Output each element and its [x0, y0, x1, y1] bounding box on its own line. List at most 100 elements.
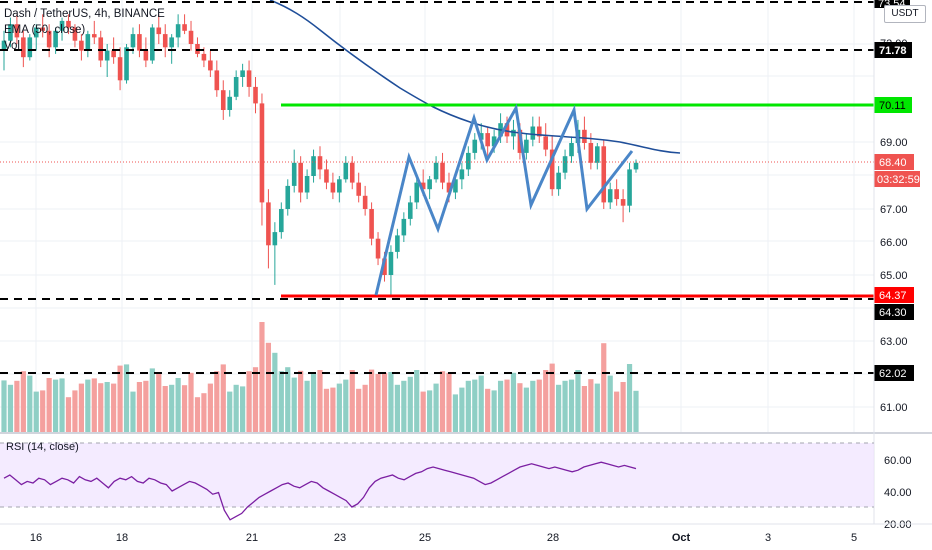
- volume-bar: [562, 380, 568, 432]
- svg-text:60.00: 60.00: [884, 455, 912, 467]
- volume-bar: [530, 380, 536, 432]
- legend-vol[interactable]: Vol: [4, 40, 20, 52]
- candle-body: [433, 162, 439, 180]
- volume-bar: [20, 371, 26, 432]
- candle-body: [240, 70, 245, 77]
- candle-body: [420, 182, 426, 190]
- volume-bar: [59, 378, 65, 432]
- candle-body: [150, 27, 155, 61]
- volume-bar: [310, 374, 317, 432]
- volume-bar: [504, 379, 510, 432]
- price-tags: 73.54 71.78 70.11 68.40 03:32:59 64.37 6…: [874, 0, 920, 381]
- candle-body: [369, 209, 374, 239]
- volume-bar: [601, 343, 607, 432]
- volume-bar: [246, 371, 252, 432]
- volume-bar: [265, 342, 272, 432]
- candle-body: [214, 70, 220, 91]
- volume-bar: [446, 372, 452, 432]
- candle-body: [169, 37, 174, 48]
- volume-bar: [427, 390, 433, 432]
- candle-body: [156, 27, 162, 35]
- volume-bar: [136, 382, 143, 432]
- svg-text:16: 16: [30, 532, 42, 544]
- candle-body: [375, 238, 381, 259]
- rsi-legend[interactable]: RSI (14, close): [6, 441, 79, 453]
- volume-bar: [620, 382, 626, 432]
- svg-text:Oct: Oct: [672, 532, 691, 544]
- candle-body: [59, 20, 65, 31]
- ema-line: [269, 0, 681, 154]
- svg-text:23: 23: [334, 532, 346, 544]
- volume-bar: [46, 378, 52, 432]
- tag-6840: 68.40: [879, 157, 907, 169]
- volume-bar: [285, 367, 291, 432]
- price-axis: 72.00 69.00 67.00 66.00 65.00 63.00 61.0…: [880, 38, 908, 414]
- volume-bar: [65, 397, 72, 432]
- candle-body: [472, 139, 478, 153]
- candle-body: [285, 185, 291, 209]
- candle-body: [407, 202, 413, 219]
- volume-bar: [439, 371, 446, 432]
- volume-bar: [123, 364, 130, 432]
- volume-bar: [175, 378, 181, 432]
- candle-body: [91, 34, 97, 38]
- volume-bar: [278, 371, 284, 432]
- svg-text:40.00: 40.00: [884, 487, 912, 499]
- candle-body: [446, 182, 452, 193]
- volume-bar: [40, 390, 46, 432]
- candle-body: [343, 162, 349, 180]
- tick-65: 65.00: [880, 270, 908, 282]
- currency-label[interactable]: USDT: [884, 5, 926, 23]
- candle-body: [317, 156, 323, 170]
- volume-bar: [485, 388, 491, 432]
- volume-bar: [91, 378, 97, 432]
- volume-bar: [362, 384, 368, 432]
- volume-bar: [407, 376, 413, 432]
- volume-bar: [433, 383, 439, 432]
- volume-bar: [517, 383, 523, 432]
- candle-body: [530, 126, 536, 140]
- volume-bar: [85, 379, 91, 432]
- volume-bar: [510, 372, 517, 432]
- svg-text:21: 21: [246, 532, 258, 544]
- volume-bar: [581, 386, 588, 432]
- volume-bar: [633, 390, 639, 432]
- volume-bar: [259, 322, 265, 432]
- candle-body: [582, 129, 587, 143]
- volume-bar: [207, 383, 213, 432]
- svg-text:20.00: 20.00: [884, 519, 912, 531]
- tick-63: 63.00: [880, 336, 908, 348]
- volume-bar: [388, 372, 394, 432]
- volume-bar: [117, 365, 123, 432]
- zigzag-pattern[interactable]: [374, 103, 634, 296]
- grid: [0, 0, 874, 432]
- volume-bar: [491, 390, 497, 432]
- candle-body: [536, 126, 542, 137]
- volume-bar: [420, 391, 426, 432]
- volume-bar: [349, 370, 355, 432]
- volume-bar: [588, 379, 594, 432]
- candle-body: [259, 103, 265, 203]
- candle-body: [491, 136, 497, 147]
- volume-bar: [323, 388, 330, 432]
- legend-ema[interactable]: EMA (50, close): [4, 24, 86, 36]
- volume-bar: [607, 375, 613, 432]
- candle-body: [233, 77, 239, 97]
- candle-body: [98, 37, 104, 61]
- dashed-levels: [0, 1, 874, 374]
- candle-body: [291, 162, 297, 186]
- volume-bar: [343, 379, 349, 432]
- candle-body: [143, 50, 149, 61]
- volume-bar: [549, 363, 555, 432]
- volume-bar: [291, 377, 297, 432]
- candle-body: [124, 47, 129, 81]
- candle-body: [627, 169, 632, 206]
- volume-bar: [98, 383, 104, 432]
- candle-body: [614, 189, 619, 200]
- volume-bar: [7, 384, 14, 432]
- tick-69: 69.00: [880, 137, 908, 149]
- candle-body: [201, 53, 207, 61]
- candle-body: [1, 40, 7, 51]
- legend-symbol[interactable]: Dash / TetherUS, 4h, BINANCE: [4, 8, 165, 20]
